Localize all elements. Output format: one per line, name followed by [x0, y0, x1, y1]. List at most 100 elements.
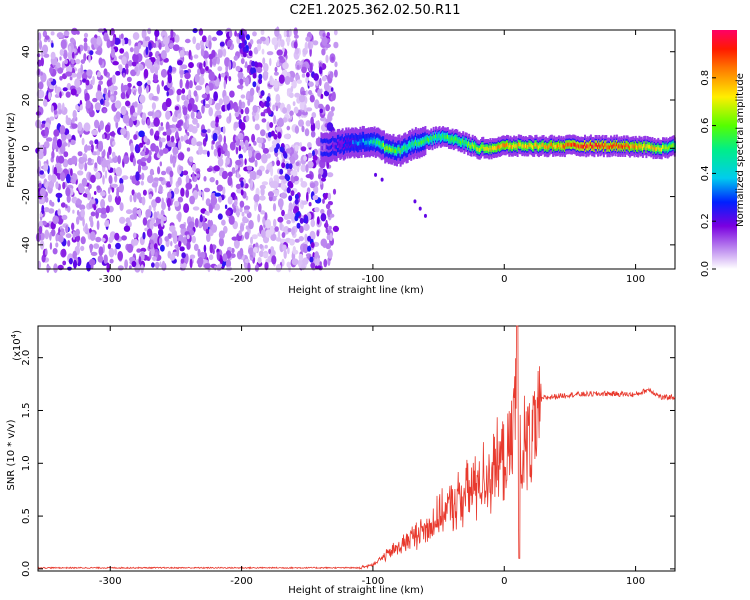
spectrogram-x-tick-label: -200 — [230, 274, 253, 285]
spectrogram-cell — [65, 91, 71, 98]
spectrogram-cell — [288, 163, 293, 170]
spectrogram-cell — [239, 78, 244, 86]
spectrogram-cell — [441, 135, 443, 139]
spectrogram-cell — [517, 142, 520, 146]
spectrogram-cell — [490, 147, 493, 152]
spectrogram-cell — [288, 264, 291, 273]
spectrogram-cell — [266, 153, 271, 159]
spectrogram-cell — [133, 89, 137, 96]
spectrogram-cell — [470, 145, 473, 149]
spectrogram-cell — [60, 202, 66, 208]
spectrogram-cell — [575, 144, 578, 149]
spectrogram-cell — [131, 189, 135, 196]
spectrogram-cell — [43, 141, 50, 149]
spectrogram-cell — [273, 133, 278, 140]
spectrogram-cell — [585, 145, 588, 150]
spectrogram-cell — [43, 207, 50, 213]
spectrogram-cell — [328, 225, 332, 231]
spectrogram-cell — [240, 58, 245, 65]
spectrogram-cell — [156, 84, 160, 95]
spectrogram-cell — [222, 186, 226, 195]
spectrogram-cell — [118, 64, 123, 73]
spectrogram-cell — [647, 144, 650, 149]
spectrogram-cell — [59, 49, 64, 56]
spectrogram-cell — [43, 163, 49, 172]
spectrogram-cell — [320, 208, 325, 215]
spectrogram-cell — [560, 143, 563, 148]
spectrogram-cell — [201, 104, 205, 114]
spectrogram-cell — [277, 117, 284, 127]
colorbar-gradient — [712, 30, 737, 269]
spectrogram-cell — [136, 192, 142, 200]
spectrogram-cell — [60, 228, 65, 233]
snr-x-tick-label: -100 — [362, 576, 385, 587]
spectrogram-cell — [128, 38, 132, 46]
spectrogram-cell — [299, 217, 304, 224]
spectrogram-cell — [277, 216, 284, 223]
spectrogram-cell — [154, 145, 160, 154]
figure-title: C2E1.2025.362.02.50.R11 — [289, 3, 460, 18]
spectrogram-cell — [179, 223, 186, 229]
spectrogram-cell — [413, 142, 416, 146]
spectrogram-cell — [148, 42, 152, 51]
spectrogram-cell — [321, 48, 326, 56]
spectrogram-cell — [228, 215, 235, 225]
spectrogram-cell — [639, 144, 642, 149]
spectrogram-cell — [216, 30, 224, 36]
spectrogram-cell — [262, 253, 269, 258]
snr-y-ticks: 0.0 0.5 1.0 1.5 2.0 — [21, 350, 675, 577]
spectrogram-cell — [285, 36, 291, 43]
spectrogram-cell — [275, 93, 281, 104]
spectrogram-cell — [327, 146, 330, 151]
spectrogram-cell — [177, 140, 182, 151]
spectrogram-cell — [53, 129, 60, 137]
spectrogram-cell — [184, 38, 191, 44]
snr-x-tick-label: 0 — [501, 576, 507, 587]
spectrogram-cell — [275, 105, 279, 112]
spectrogram-cell — [294, 125, 299, 134]
spectrogram-cell — [298, 236, 304, 242]
spectrogram-cell — [256, 137, 262, 144]
spectrogram-cell — [85, 223, 88, 232]
spectrogram-cell — [667, 145, 670, 150]
spectrogram-cell — [172, 146, 179, 155]
spectrogram-cell — [164, 236, 169, 242]
spectrogram-cell — [266, 96, 271, 103]
spectrogram-cell — [582, 144, 585, 149]
spectrogram-cell — [377, 140, 380, 144]
spectrogram-y-ticks: -40 -20 0 20 40 — [21, 45, 675, 253]
spectrogram-cell — [119, 202, 124, 212]
spectrogram-cell — [97, 71, 101, 78]
spectrogram-cell — [515, 143, 518, 148]
spectrogram-cell — [260, 129, 266, 137]
spectrogram-cell — [333, 29, 338, 36]
spectrogram-cell — [274, 27, 280, 37]
spectrogram-cell — [258, 89, 261, 96]
spectrogram-cell — [217, 157, 224, 167]
spectrogram-cell — [589, 142, 592, 147]
spectrogram-cell — [308, 81, 314, 87]
spectrogram-cell — [146, 228, 153, 238]
spectrogram-cell — [185, 50, 189, 56]
spectrogram-cell — [198, 28, 204, 36]
spectrogram-cell — [185, 79, 190, 89]
spectrogram-cell — [153, 177, 160, 182]
spectrogram-cell — [218, 237, 224, 247]
spectrogram-cell — [129, 265, 132, 270]
spectrogram-cell — [133, 193, 137, 203]
spectrogram-cell — [55, 242, 59, 248]
spectrogram-cell — [188, 230, 195, 236]
spectrogram-cell — [380, 143, 383, 148]
spectrogram-cell — [69, 139, 76, 146]
spectrogram-cell — [170, 135, 175, 143]
spectrogram-cell — [310, 130, 316, 138]
spectrogram-cell — [288, 202, 293, 212]
spectrogram-cell — [305, 120, 311, 127]
spectrogram-cell — [519, 142, 521, 147]
spectrogram-cell — [632, 143, 635, 148]
spectrogram-cell — [120, 92, 126, 100]
spectrogram-cell — [307, 235, 312, 242]
spectrogram-cell — [189, 254, 196, 259]
spectrogram-cell — [253, 141, 257, 146]
spectrogram-cell — [92, 97, 98, 103]
